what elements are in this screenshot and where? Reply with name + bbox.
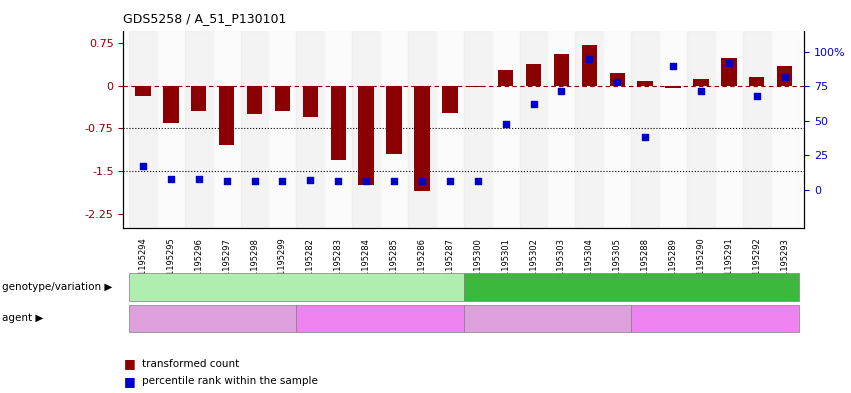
Bar	[603, 31, 631, 228]
Bar	[219, 86, 234, 145]
Text: untreated: untreated	[352, 313, 408, 323]
Point	[694, 88, 708, 94]
Bar	[324, 31, 352, 228]
Bar	[554, 54, 569, 86]
Bar	[777, 66, 792, 86]
Point	[136, 163, 150, 169]
Point	[304, 177, 317, 183]
Bar	[247, 86, 262, 114]
Point	[722, 60, 735, 66]
Point	[638, 134, 652, 141]
Bar	[213, 31, 241, 228]
Bar	[414, 86, 430, 191]
Text: untreated: untreated	[688, 313, 742, 323]
Bar	[386, 86, 402, 154]
Point	[164, 176, 178, 182]
Bar	[660, 31, 687, 228]
Bar	[687, 31, 715, 228]
Bar	[303, 86, 318, 117]
Bar	[129, 31, 157, 228]
Bar	[163, 86, 179, 123]
Text: wild type lean: wild type lean	[257, 282, 335, 292]
Point	[527, 101, 540, 108]
Point	[331, 178, 345, 185]
Point	[276, 178, 289, 185]
Bar	[408, 31, 436, 228]
Bar	[436, 31, 464, 228]
Point	[499, 121, 512, 127]
Bar	[492, 31, 520, 228]
Point	[778, 74, 791, 80]
Point	[192, 176, 206, 182]
Point	[610, 79, 624, 86]
Bar	[721, 58, 736, 86]
Point	[248, 178, 261, 185]
Point	[387, 178, 401, 185]
Bar	[637, 81, 653, 86]
Point	[359, 178, 373, 185]
Bar	[547, 31, 575, 228]
Bar	[743, 31, 771, 228]
Point	[471, 178, 484, 185]
Bar	[470, 86, 485, 87]
Text: transformed count: transformed count	[142, 358, 239, 369]
Bar	[380, 31, 408, 228]
Bar	[749, 77, 764, 86]
Bar	[358, 86, 374, 185]
Point	[555, 88, 568, 94]
Bar	[582, 44, 597, 86]
Bar	[498, 70, 513, 86]
Bar	[665, 86, 681, 88]
Point	[415, 178, 429, 185]
Bar	[464, 31, 492, 228]
Bar	[330, 86, 346, 160]
Bar	[520, 31, 547, 228]
Text: genotype/variation ▶: genotype/variation ▶	[2, 282, 112, 292]
Bar	[443, 86, 458, 113]
Text: ■: ■	[123, 375, 135, 388]
Point	[750, 93, 763, 99]
Bar	[715, 31, 743, 228]
Text: ob/ob obese: ob/ob obese	[597, 282, 665, 292]
Bar	[771, 31, 798, 228]
Point	[666, 63, 680, 69]
Text: agent ▶: agent ▶	[2, 313, 43, 323]
Text: drug mixture: drug mixture	[511, 313, 584, 323]
Text: drug mixture: drug mixture	[176, 313, 249, 323]
Text: percentile rank within the sample: percentile rank within the sample	[142, 376, 318, 386]
Point	[583, 56, 597, 62]
Text: GDS5258 / A_51_P130101: GDS5258 / A_51_P130101	[123, 12, 287, 25]
Bar	[631, 31, 660, 228]
Bar	[157, 31, 185, 228]
Bar	[694, 79, 709, 86]
Bar	[185, 31, 213, 228]
Bar	[352, 31, 380, 228]
Bar	[275, 86, 290, 111]
Bar	[526, 64, 541, 86]
Bar	[609, 73, 625, 86]
Point	[443, 178, 457, 185]
Text: ■: ■	[123, 357, 135, 370]
Bar	[575, 31, 603, 228]
Bar	[241, 31, 268, 228]
Bar	[296, 31, 324, 228]
Point	[220, 178, 233, 185]
Bar	[135, 86, 151, 96]
Bar	[191, 86, 207, 111]
Bar	[268, 31, 296, 228]
